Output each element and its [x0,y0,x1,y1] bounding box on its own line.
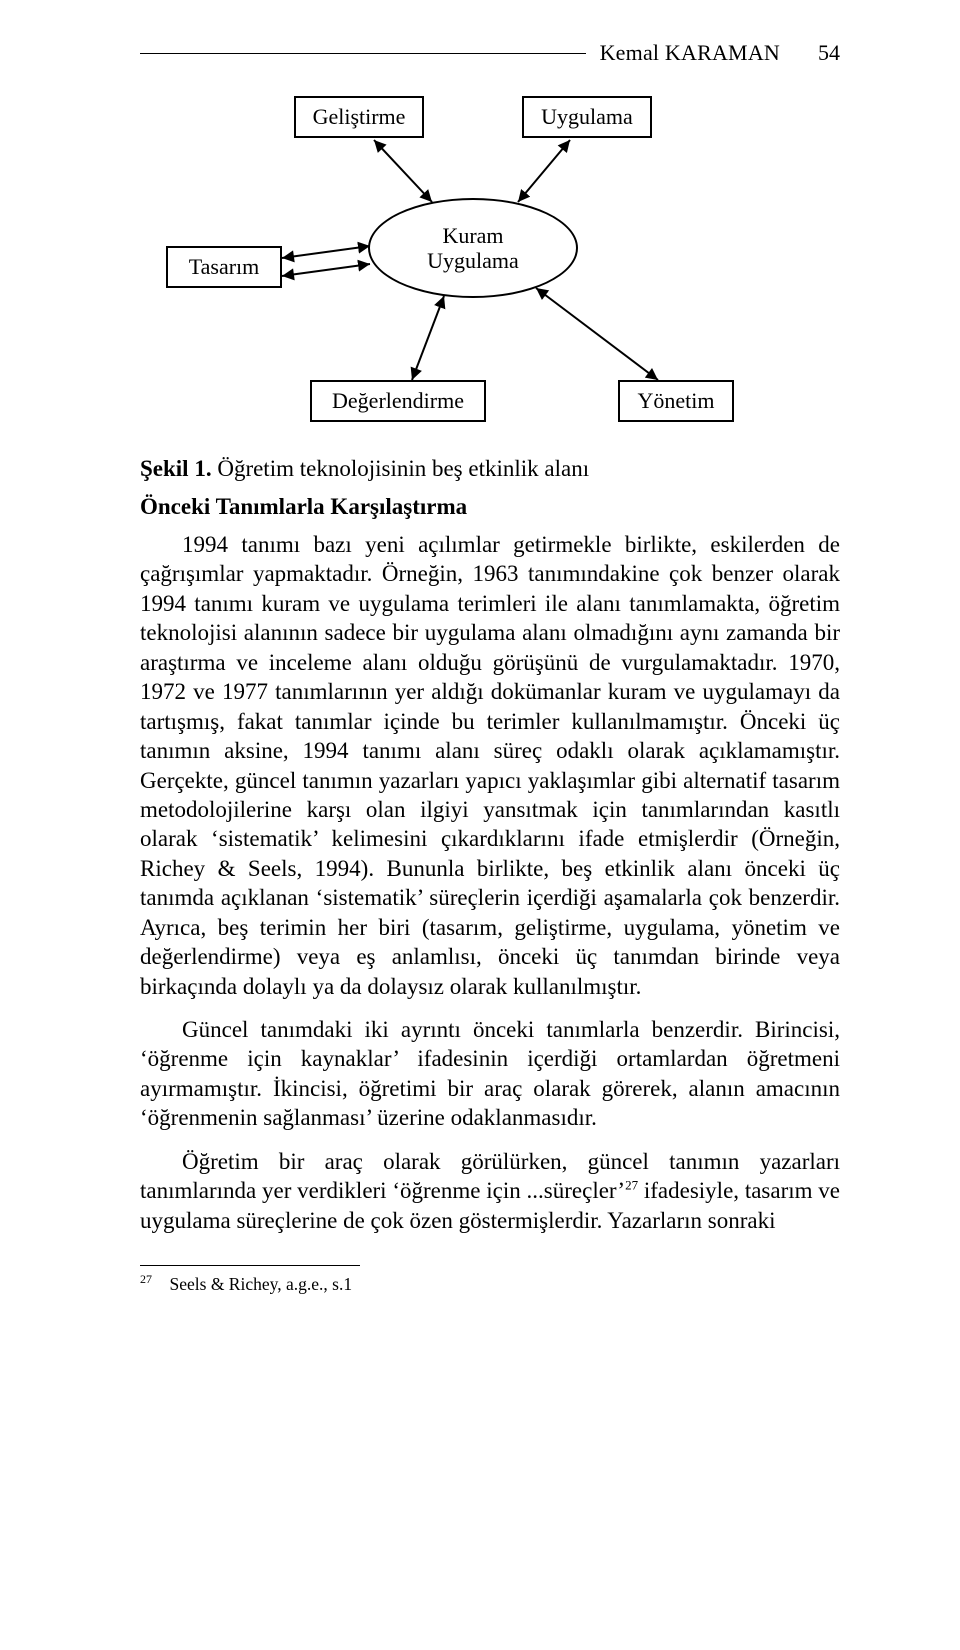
figure-caption: Şekil 1. Öğretim teknolojisinin beş etki… [140,456,840,482]
paragraph-1: 1994 tanımı bazı yeni açılımlar getirmek… [140,530,840,1001]
paragraph-2: Güncel tanımdaki iki ayrıntı önceki tanı… [140,1015,840,1133]
section-subheading: Önceki Tanımlarla Karşılaştırma [140,494,840,520]
footnote-27: 27 Seels & Richey, a.g.e., s.1 [140,1272,840,1295]
paragraph-3: Öğretim bir araç olarak görülürken, günc… [140,1147,840,1235]
node-label: Değerlendirme [332,388,464,413]
footnote-ref-27: 27 [625,1178,638,1193]
figure-caption-text: Öğretim teknolojisinin beş etkinlik alan… [212,456,590,481]
node-uygulama-top: Uygulama [522,96,652,138]
header-rule [140,43,586,54]
node-gelistirme: Geliştirme [294,96,424,138]
footnote-rule [140,1265,360,1266]
node-yonetim: Yönetim [618,380,734,422]
node-kuram-uygulama: Kuram Uygulama [368,198,578,298]
running-head: Kemal KARAMAN 54 [140,40,840,66]
node-tasarim: Tasarım [166,246,282,288]
node-label: Tasarım [189,254,260,279]
page-number: 54 [812,40,840,66]
node-degerlendirme: Değerlendirme [310,380,486,422]
figure-caption-lead: Şekil 1. [140,456,212,481]
node-label: Uygulama [541,104,633,129]
node-label: Yönetim [638,388,715,413]
footnote-text: Seels & Richey, a.g.e., s.1 [170,1274,353,1294]
footnote-mark: 27 [140,1272,152,1286]
header-author: Kemal KARAMAN [600,40,780,66]
node-label: Geliştirme [313,104,406,129]
figure-diagram: Geliştirme Uygulama Tasarım Kuram Uygula… [160,90,820,450]
node-label-line2: Uygulama [427,248,519,273]
node-label-line1: Kuram [442,223,503,248]
